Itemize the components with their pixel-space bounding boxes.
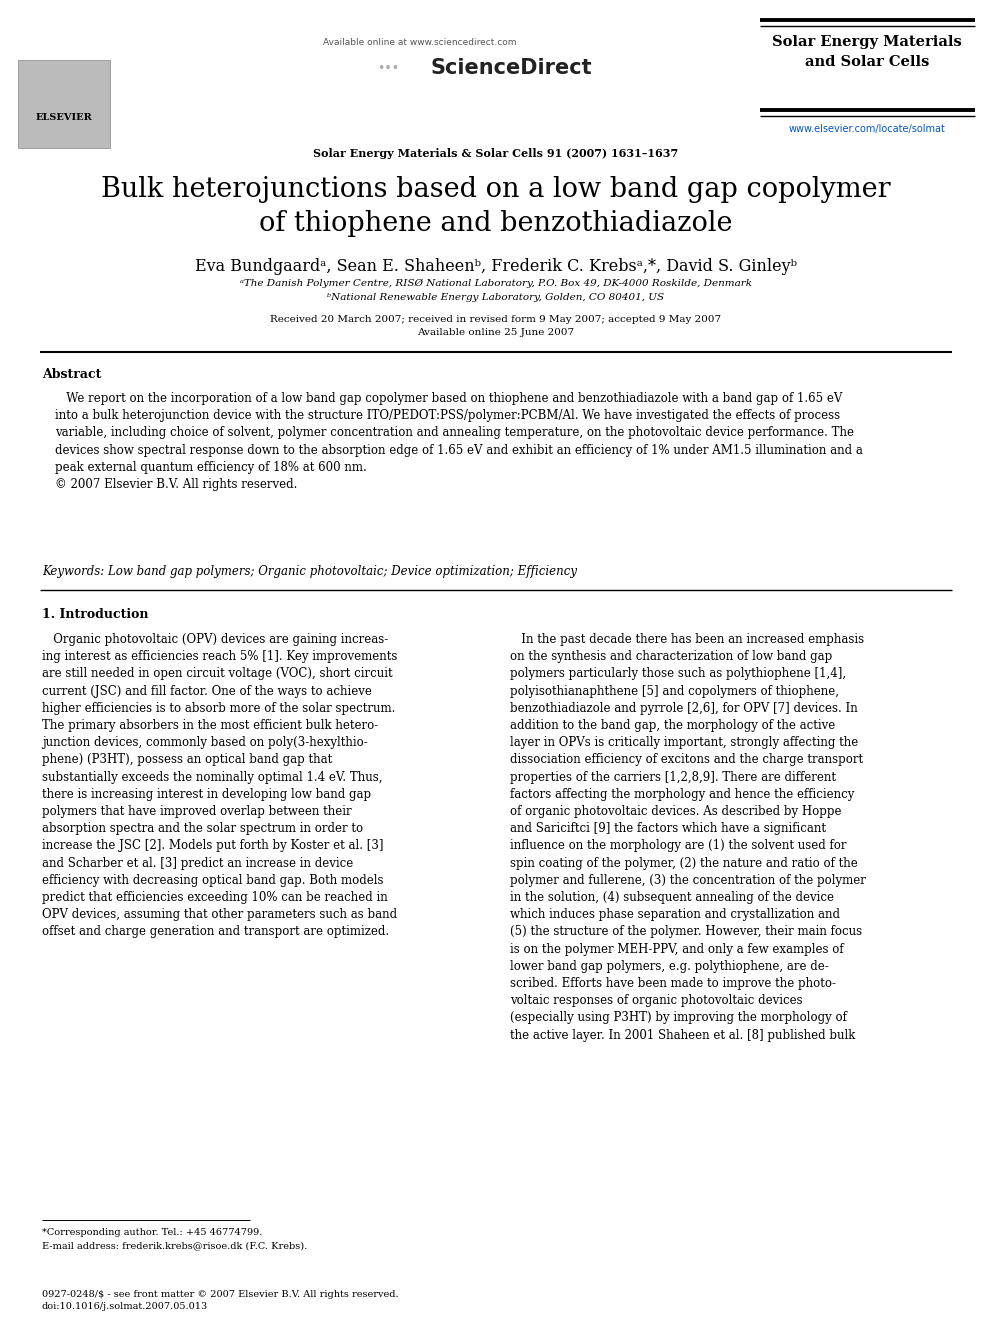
Text: Solar Energy Materials & Solar Cells 91 (2007) 1631–1637: Solar Energy Materials & Solar Cells 91 …	[313, 148, 679, 159]
Text: In the past decade there has been an increased emphasis
on the synthesis and cha: In the past decade there has been an inc…	[510, 632, 866, 1041]
Text: ScienceDirect: ScienceDirect	[430, 58, 591, 78]
Text: We report on the incorporation of a low band gap copolymer based on thiophene an: We report on the incorporation of a low …	[55, 392, 863, 491]
Text: *Corresponding author. Tel.: +45 46774799.: *Corresponding author. Tel.: +45 4677479…	[42, 1228, 262, 1237]
Text: Bulk heterojunctions based on a low band gap copolymer
of thiophene and benzothi: Bulk heterojunctions based on a low band…	[101, 176, 891, 237]
Text: E-mail address: frederik.krebs@risoe.dk (F.C. Krebs).: E-mail address: frederik.krebs@risoe.dk …	[42, 1241, 308, 1250]
Text: Available online at www.sciencedirect.com: Available online at www.sciencedirect.co…	[323, 38, 517, 48]
Text: 1. Introduction: 1. Introduction	[42, 609, 149, 620]
Text: Available online 25 June 2007: Available online 25 June 2007	[418, 328, 574, 337]
Text: ᵃThe Danish Polymer Centre, RISØ National Laboratory, P.O. Box 49, DK-4000 Roski: ᵃThe Danish Polymer Centre, RISØ Nationa…	[240, 279, 752, 288]
Text: 0927-0248/$ - see front matter © 2007 Elsevier B.V. All rights reserved.: 0927-0248/$ - see front matter © 2007 El…	[42, 1290, 399, 1299]
Text: Keywords: Low band gap polymers; Organic photovoltaic; Device optimization; Effi: Keywords: Low band gap polymers; Organic…	[42, 565, 577, 578]
Text: Received 20 March 2007; received in revised form 9 May 2007; accepted 9 May 2007: Received 20 March 2007; received in revi…	[271, 315, 721, 324]
Text: Eva Bundgaardᵃ, Sean E. Shaheenᵇ, Frederik C. Krebsᵃ,*, David S. Ginleyᵇ: Eva Bundgaardᵃ, Sean E. Shaheenᵇ, Freder…	[195, 258, 797, 275]
Text: Abstract: Abstract	[42, 368, 101, 381]
Text: •••: •••	[377, 62, 399, 75]
Text: ELSEVIER: ELSEVIER	[36, 112, 92, 122]
Text: www.elsevier.com/locate/solmat: www.elsevier.com/locate/solmat	[789, 124, 945, 134]
Text: Organic photovoltaic (OPV) devices are gaining increas-
ing interest as efficien: Organic photovoltaic (OPV) devices are g…	[42, 632, 398, 938]
Text: Solar Energy Materials
and Solar Cells: Solar Energy Materials and Solar Cells	[772, 34, 962, 69]
Text: ᵇNational Renewable Energy Laboratory, Golden, CO 80401, US: ᵇNational Renewable Energy Laboratory, G…	[327, 292, 665, 302]
Text: doi:10.1016/j.solmat.2007.05.013: doi:10.1016/j.solmat.2007.05.013	[42, 1302, 208, 1311]
FancyBboxPatch shape	[18, 60, 110, 148]
